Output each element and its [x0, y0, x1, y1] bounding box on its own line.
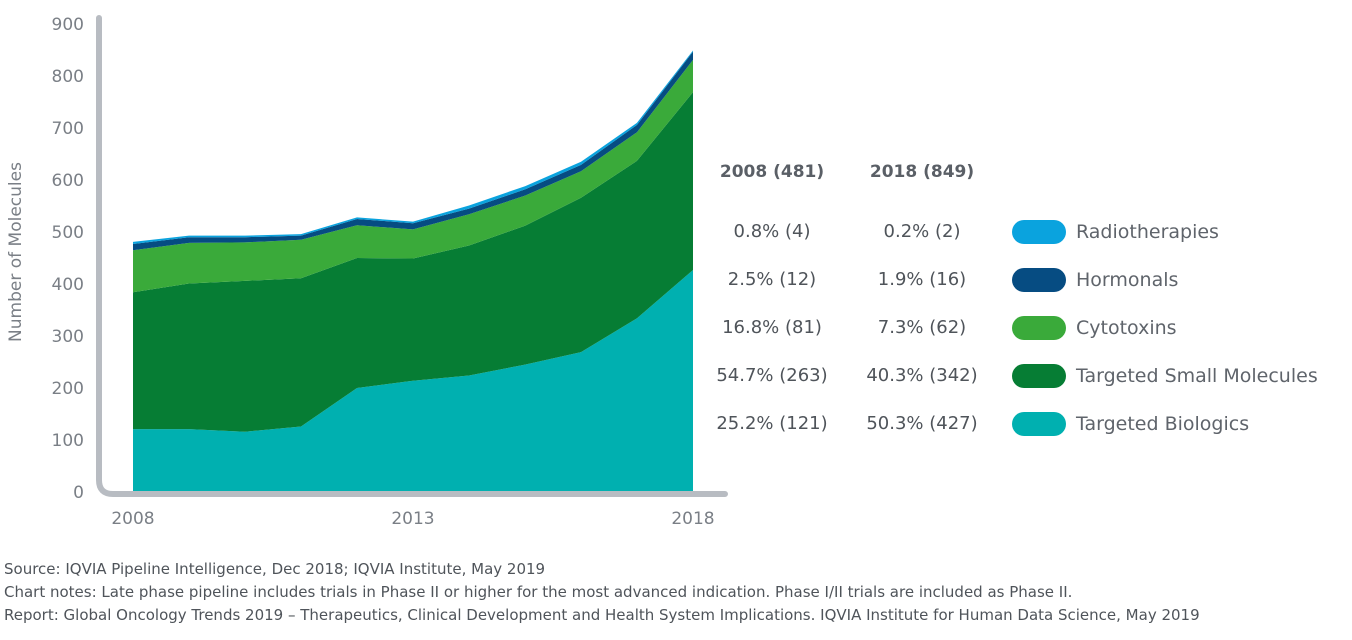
area-cytotoxins	[133, 59, 693, 293]
legend-label: Cytotoxins	[1076, 317, 1177, 339]
legend-item: Cytotoxins	[1012, 315, 1177, 341]
y-tick-label: 200	[52, 379, 84, 399]
table-cell-2008: 0.8% (4)	[733, 221, 811, 242]
table-cell-2018: 40.3% (342)	[866, 365, 978, 386]
x-tick-label: 2018	[671, 509, 714, 529]
legend-swatch	[1012, 316, 1066, 340]
x-tick-labels: 2008 2013 2018	[111, 509, 714, 529]
legend-label: Hormonals	[1076, 269, 1179, 291]
table-header-2018: 2018 (849)	[869, 162, 975, 182]
table-header-2008: 2008 (481)	[719, 162, 825, 182]
y-tick-label: 900	[52, 15, 84, 35]
y-tick-label: 800	[52, 67, 84, 87]
y-tick-label: 100	[52, 431, 84, 451]
area-targeted-biologics	[133, 270, 693, 492]
y-axis-label: Number of Molecules	[6, 162, 26, 342]
chart-note: Chart notes: Late phase pipeline include…	[4, 583, 1073, 601]
x-tick-label: 2008	[111, 509, 154, 529]
table-cell-2018: 7.3% (62)	[877, 317, 967, 338]
y-tick-label: 300	[52, 327, 84, 347]
legend-swatch	[1012, 364, 1066, 388]
y-tick-label: 0	[73, 483, 84, 503]
x-tick-label: 2013	[391, 509, 434, 529]
legend-swatch	[1012, 268, 1066, 292]
legend-item: Radiotherapies	[1012, 219, 1219, 245]
table-cell-2018: 50.3% (427)	[866, 413, 978, 434]
axis-line	[96, 15, 728, 497]
area-layers	[133, 50, 693, 492]
table-cell-2008: 54.7% (263)	[716, 365, 828, 386]
table-cell-2018: 0.2% (2)	[883, 221, 961, 242]
axes	[96, 15, 728, 497]
stacked-area-chart: 0 100 200 300 400 500 600 700 800 900 2008 2013 201…	[6, 15, 728, 529]
y-tick-label: 600	[52, 171, 84, 191]
legend-item: Targeted Biologics	[1012, 411, 1249, 437]
report-note: Report: Global Oncology Trends 2019 – Th…	[4, 606, 1200, 624]
legend-label: Targeted Biologics	[1076, 413, 1250, 435]
table-cell-2008: 25.2% (121)	[716, 413, 828, 434]
area-targeted-small-molecules	[133, 92, 693, 432]
legend-label: Radiotherapies	[1076, 221, 1219, 243]
legend-swatch	[1012, 412, 1066, 436]
table-cell-2008: 2.5% (12)	[727, 269, 817, 290]
chart-notes: Source: IQVIA Pipeline Intelligence, Dec…	[4, 558, 1200, 627]
table-cell-2018: 1.9% (16)	[877, 269, 967, 290]
table-cell-2008: 16.8% (81)	[722, 317, 822, 338]
legend-item: Hormonals	[1012, 267, 1178, 293]
source-note: Source: IQVIA Pipeline Intelligence, Dec…	[4, 560, 546, 578]
y-tick-label: 500	[52, 223, 84, 243]
y-tick-label: 400	[52, 275, 84, 295]
legend-item: Targeted Small Molecules	[1012, 363, 1318, 389]
y-tick-labels: 0 100 200 300 400 500 600 700 800 900	[52, 15, 84, 503]
legend-swatch	[1012, 220, 1066, 244]
legend-label: Targeted Small Molecules	[1076, 365, 1318, 387]
y-tick-label: 700	[52, 119, 84, 139]
